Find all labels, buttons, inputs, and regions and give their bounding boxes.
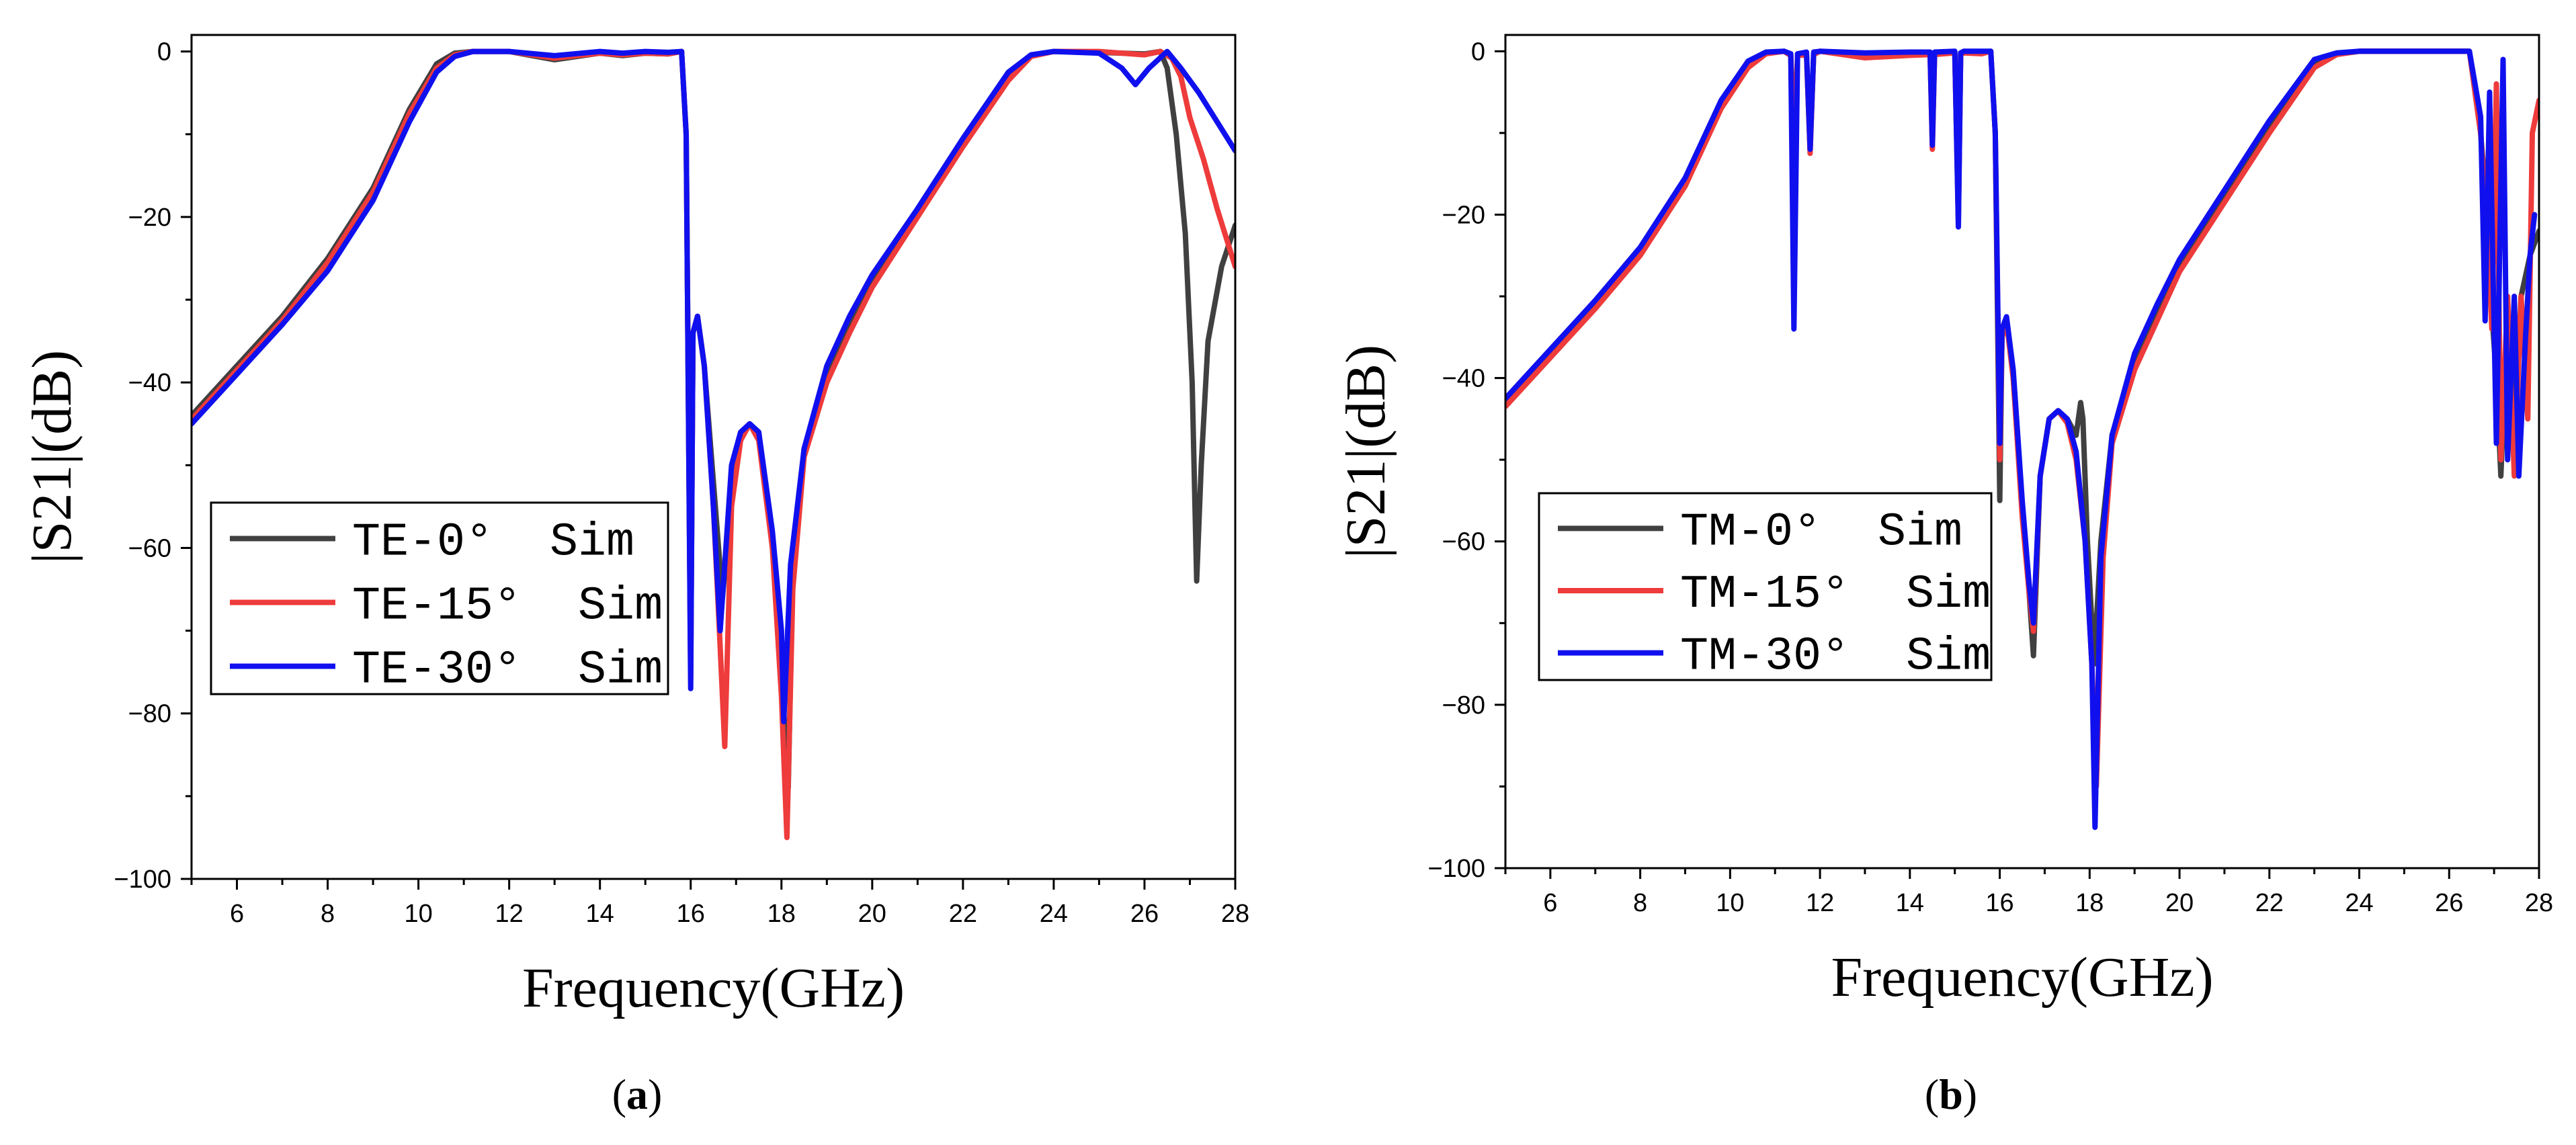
- legend-label: TE-15° Sim: [352, 581, 663, 634]
- x-tick-label: 14: [586, 900, 614, 928]
- y-tick-label: −80: [1442, 691, 1485, 720]
- y-tick-label: −40: [128, 369, 171, 397]
- legend-label: TM-0° Sim: [1680, 506, 1962, 559]
- x-tick-label: 22: [949, 900, 977, 928]
- x-tick-label: 22: [2255, 889, 2284, 917]
- legend: TM-0° Sim TM-15° Sim TM-30° Sim: [1539, 493, 1991, 684]
- y-tick-label: 0: [1471, 38, 1485, 66]
- x-tick-label: 16: [1985, 889, 2013, 917]
- y-axis-title: |S21|(dB): [1335, 345, 1397, 558]
- x-tick-label: 20: [858, 900, 886, 928]
- legend: TE-0° Sim TE-15° Sim TE-30° Sim: [211, 503, 668, 697]
- x-tick-label: 26: [1130, 900, 1159, 928]
- x-tick-label: 8: [321, 900, 335, 928]
- y-tick-label: −80: [128, 700, 171, 728]
- legend-label: TE-30° Sim: [352, 644, 663, 697]
- x-tick-label: 14: [1896, 889, 1924, 917]
- y-axis-title: |S21|(dB): [21, 350, 83, 564]
- y-tick-label: −100: [1427, 855, 1485, 883]
- legend-label: TM-15° Sim: [1680, 568, 1991, 622]
- legend-label: TE-0° Sim: [352, 517, 634, 570]
- y-tick-label: −20: [1442, 201, 1485, 229]
- x-tick-label: 24: [2345, 889, 2373, 917]
- y-tick-label: −20: [128, 204, 171, 232]
- y-tick-label: −60: [1442, 528, 1485, 556]
- x-axis-title: Frequency(GHz): [1831, 946, 2213, 1009]
- x-tick-label: 10: [1716, 889, 1744, 917]
- x-tick-label: 28: [2525, 889, 2553, 917]
- y-tick-label: 0: [157, 38, 171, 67]
- x-tick-label: 12: [1806, 889, 1834, 917]
- x-tick-label: 12: [495, 900, 524, 928]
- y-tick-label: −100: [114, 865, 171, 894]
- x-tick-label: 6: [1543, 889, 1557, 917]
- figure: 6 8 10 12 14 16 18 20 22 24 26 28 0 −20 −40 −60 −80 −100 F…: [0, 0, 2576, 1145]
- caption-a: (a): [612, 1070, 663, 1118]
- y-tick-label: −60: [128, 534, 171, 562]
- x-tick-label: 20: [2165, 889, 2194, 917]
- caption-b: (b): [1925, 1070, 1977, 1118]
- x-tick-label: 6: [230, 900, 244, 928]
- x-tick-label: 26: [2435, 889, 2463, 917]
- x-axis-title: Frequency(GHz): [522, 957, 905, 1019]
- x-tick-label: 18: [2075, 889, 2104, 917]
- x-tick-label: 10: [404, 900, 432, 928]
- y-tick-label: −40: [1442, 365, 1485, 393]
- x-tick-label: 8: [1633, 889, 1647, 917]
- x-tick-label: 16: [677, 900, 705, 928]
- legend-label: TM-30° Sim: [1680, 631, 1991, 684]
- x-tick-label: 18: [767, 900, 796, 928]
- x-tick-label: 28: [1221, 900, 1249, 928]
- x-tick-label: 24: [1040, 900, 1068, 928]
